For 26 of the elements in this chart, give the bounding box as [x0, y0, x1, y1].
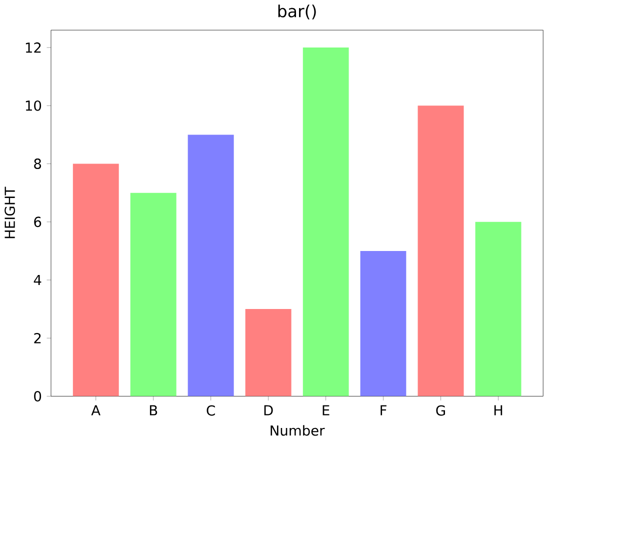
- x-tick-label: A: [91, 405, 100, 416]
- bar: [360, 250, 406, 396]
- x-tick-label: H: [494, 405, 502, 416]
- x-tick-label: F: [380, 405, 386, 416]
- y-tick-label: 6: [34, 216, 42, 227]
- bar: [302, 47, 349, 396]
- chart-title: bar(): [278, 4, 316, 20]
- x-tick-label: G: [436, 405, 445, 416]
- y-tick-label: 4: [34, 274, 42, 285]
- x-axis-title: Number: [270, 424, 325, 436]
- y-tick-label: 0: [34, 390, 42, 402]
- y-axis-title: HEIGHT: [4, 186, 16, 238]
- bar: [72, 164, 119, 396]
- x-tick-label: C: [206, 405, 215, 416]
- bar: [130, 192, 176, 396]
- y-tick-label: 12: [26, 42, 41, 53]
- x-tick-label: E: [322, 405, 330, 416]
- y-tick-label: 2: [34, 332, 41, 344]
- bar: [475, 222, 522, 396]
- x-tick-label: D: [264, 405, 273, 416]
- bar: [245, 308, 292, 396]
- bar: [418, 106, 464, 396]
- y-tick-label: 8: [34, 158, 42, 169]
- bar: [188, 134, 234, 396]
- y-tick-label: 10: [26, 100, 42, 111]
- x-tick-label: B: [150, 405, 158, 416]
